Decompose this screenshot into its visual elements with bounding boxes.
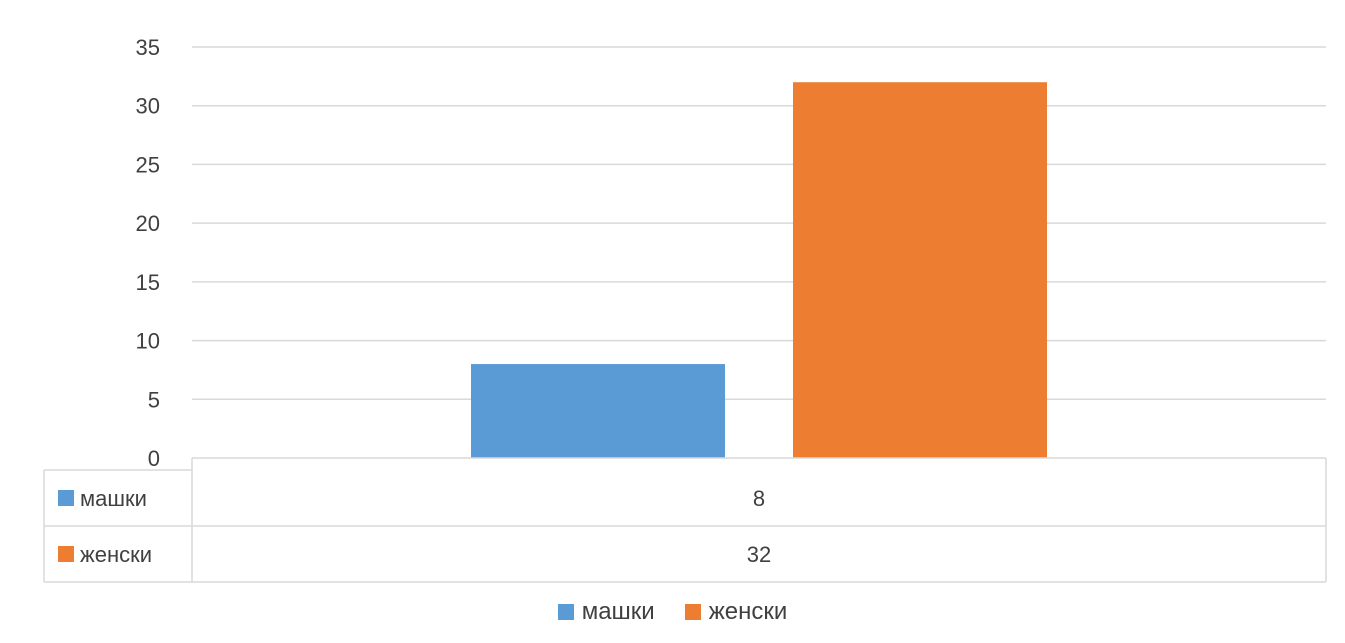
legend-swatch xyxy=(557,604,574,620)
y-tick-label: 25 xyxy=(136,152,160,177)
y-tick-label: 30 xyxy=(136,94,160,119)
table-series-name: женски xyxy=(80,542,152,567)
legend-entry: машки xyxy=(557,598,655,626)
legend-entry: женски xyxy=(684,598,788,626)
table-series-name: машки xyxy=(80,486,147,511)
y-tick-label: 35 xyxy=(136,35,160,60)
y-tick-label: 20 xyxy=(136,211,160,236)
table-value: 32 xyxy=(747,542,771,567)
y-tick-label: 15 xyxy=(136,270,160,295)
legend-swatch xyxy=(684,604,701,620)
y-axis-tick-labels: 0 5 10 15 20 25 30 35 xyxy=(136,35,160,471)
y-tick-label: 0 xyxy=(148,446,160,471)
gridlines xyxy=(192,46,1326,401)
y-tick-label: 5 xyxy=(148,387,160,412)
y-tick-label: 10 xyxy=(136,329,160,354)
legend: машки женски xyxy=(0,598,1345,626)
table-legend-key xyxy=(58,490,74,506)
legend-label: женски xyxy=(708,598,788,625)
bar-1 xyxy=(793,82,1047,458)
legend-label: машки xyxy=(581,598,655,625)
table-value: 8 xyxy=(753,486,765,511)
table-legend-key xyxy=(58,546,74,562)
bars xyxy=(471,82,1047,458)
bar-0 xyxy=(471,364,725,458)
data-table: машки 8 женски 32 xyxy=(43,457,1327,583)
